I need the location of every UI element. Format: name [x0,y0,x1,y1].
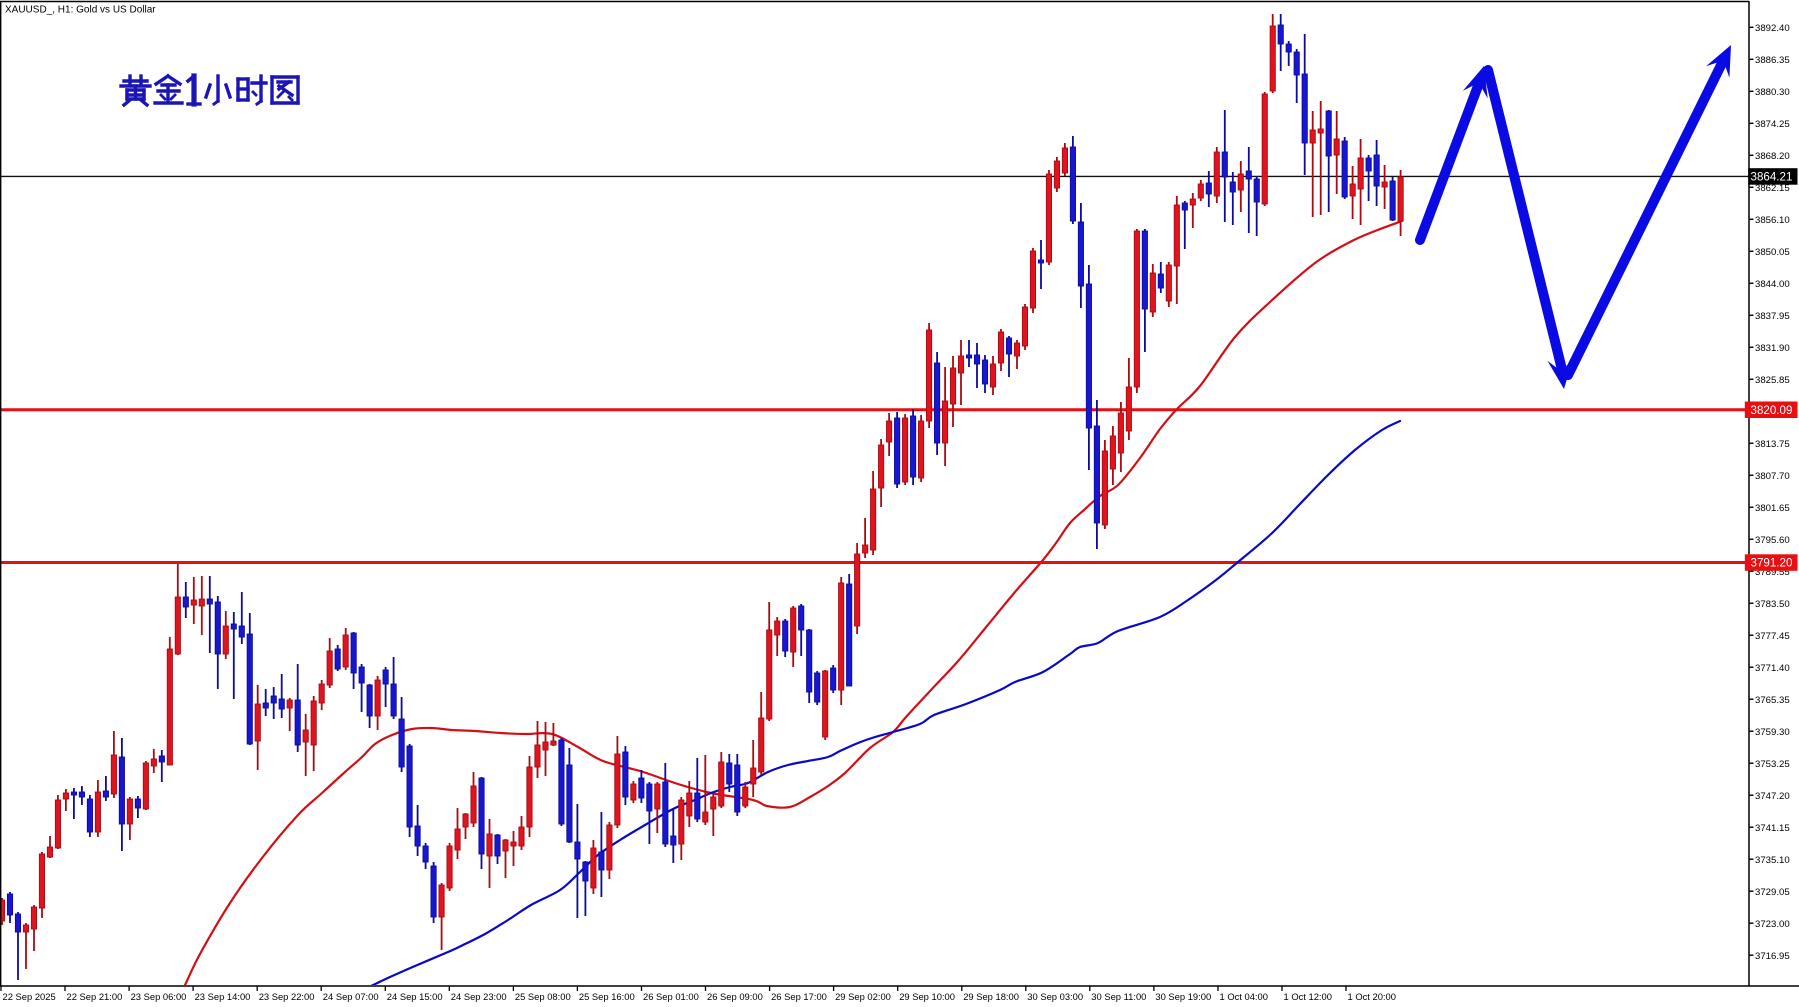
svg-text:24 Sep 15:00: 24 Sep 15:00 [387,991,443,1002]
svg-text:3771.40: 3771.40 [1755,663,1790,674]
svg-text:3789.55: 3789.55 [1755,567,1790,578]
svg-text:22 Sep 21:00: 22 Sep 21:00 [67,991,123,1002]
svg-text:3874.25: 3874.25 [1755,119,1790,130]
svg-text:3807.70: 3807.70 [1755,471,1790,482]
svg-text:3735.10: 3735.10 [1755,855,1790,866]
svg-text:3791.20: 3791.20 [1751,557,1793,570]
svg-text:26 Sep 09:00: 26 Sep 09:00 [707,991,763,1002]
svg-text:3886.35: 3886.35 [1755,55,1790,66]
svg-text:23 Sep 06:00: 23 Sep 06:00 [131,991,187,1002]
svg-text:3864.21: 3864.21 [1751,171,1793,184]
svg-text:24 Sep 23:00: 24 Sep 23:00 [451,991,507,1002]
svg-text:3723.00: 3723.00 [1755,919,1790,930]
svg-text:23 Sep 22:00: 23 Sep 22:00 [259,991,315,1002]
svg-text:3831.90: 3831.90 [1755,343,1790,354]
svg-text:3759.30: 3759.30 [1755,727,1790,738]
svg-text:XAUUSD_, H1: Gold vs US Dolla: XAUUSD_, H1: Gold vs US Dollar [5,5,156,16]
svg-text:3856.10: 3856.10 [1755,215,1790,226]
svg-text:3783.50: 3783.50 [1755,599,1790,610]
svg-text:1 Oct 12:00: 1 Oct 12:00 [1284,991,1332,1002]
svg-text:3892.40: 3892.40 [1755,23,1790,34]
svg-text:3820.09: 3820.09 [1751,404,1793,417]
svg-text:25 Sep 16:00: 25 Sep 16:00 [579,991,635,1002]
svg-text:3862.15: 3862.15 [1755,183,1790,194]
svg-text:3825.85: 3825.85 [1755,375,1790,386]
svg-text:1 Oct 04:00: 1 Oct 04:00 [1220,991,1268,1002]
svg-text:30 Sep 03:00: 30 Sep 03:00 [1027,991,1083,1002]
svg-text:26 Sep 17:00: 26 Sep 17:00 [771,991,827,1002]
svg-text:3747.20: 3747.20 [1755,791,1790,802]
svg-text:3850.05: 3850.05 [1755,247,1790,258]
svg-text:29 Sep 02:00: 29 Sep 02:00 [835,991,891,1002]
svg-text:22 Sep 2025: 22 Sep 2025 [3,991,56,1002]
svg-text:29 Sep 10:00: 29 Sep 10:00 [899,991,955,1002]
svg-text:26 Sep 01:00: 26 Sep 01:00 [643,991,699,1002]
svg-text:3729.05: 3729.05 [1755,887,1790,898]
svg-text:3777.45: 3777.45 [1755,631,1790,642]
svg-text:3801.65: 3801.65 [1755,503,1790,514]
svg-text:3753.25: 3753.25 [1755,759,1790,770]
svg-text:29 Sep 18:00: 29 Sep 18:00 [963,991,1019,1002]
svg-text:3813.75: 3813.75 [1755,439,1790,450]
svg-text:24 Sep 07:00: 24 Sep 07:00 [323,991,379,1002]
svg-text:3868.20: 3868.20 [1755,151,1790,162]
svg-text:3716.95: 3716.95 [1755,951,1790,962]
svg-text:3837.95: 3837.95 [1755,311,1790,322]
svg-text:30 Sep 11:00: 30 Sep 11:00 [1091,991,1146,1002]
svg-text:25 Sep 08:00: 25 Sep 08:00 [515,991,571,1002]
svg-text:23 Sep 14:00: 23 Sep 14:00 [195,991,251,1002]
svg-text:3880.30: 3880.30 [1755,87,1790,98]
svg-text:3765.35: 3765.35 [1755,695,1790,706]
svg-text:3741.15: 3741.15 [1755,823,1790,834]
svg-text:3795.60: 3795.60 [1755,535,1790,546]
svg-text:3844.00: 3844.00 [1755,279,1790,290]
svg-text:1 Oct 20:00: 1 Oct 20:00 [1348,991,1396,1002]
svg-text:30 Sep 19:00: 30 Sep 19:00 [1155,991,1211,1002]
